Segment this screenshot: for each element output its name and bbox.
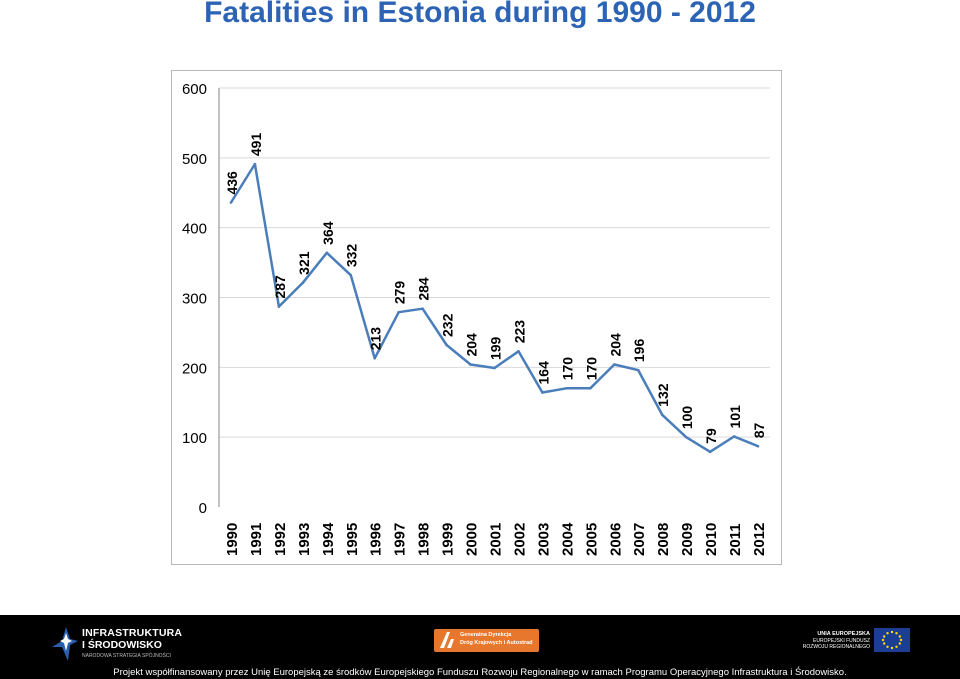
data-label: 101 — [727, 405, 743, 429]
eu-logo: UNIA EUROPEJSKA EUROPEJSKI FUNDUSZ ROZWO… — [803, 628, 910, 654]
x-tick-label: 2008 — [655, 523, 672, 556]
y-tick-label: 300 — [182, 291, 207, 308]
logo-mid-line1: Generalna Dyrekcja — [460, 632, 512, 638]
data-point — [301, 281, 305, 285]
data-point — [684, 435, 688, 439]
x-tick-label: 1995 — [344, 523, 361, 556]
eu-stars-icon — [881, 630, 903, 650]
x-tick-label: 1994 — [320, 522, 337, 556]
data-point — [349, 273, 353, 277]
x-tick-label: 2005 — [583, 523, 600, 556]
data-point — [373, 356, 377, 360]
data-label: 196 — [631, 339, 647, 363]
data-point — [517, 349, 520, 353]
data-label: 321 — [296, 251, 312, 275]
x-tick-label: 1991 — [248, 523, 265, 556]
data-label: 170 — [559, 357, 575, 381]
logo-mid-line2: Dróg Krajowych i Autostrad — [460, 640, 533, 646]
line-chart: 0 100 200 300 400 500 600 1990 1991 1992 1993 1994 1… — [182, 81, 770, 556]
data-label: 204 — [607, 333, 623, 357]
eu-flag-icon — [874, 628, 910, 652]
data-point — [493, 366, 496, 370]
x-tick-label: 2000 — [464, 523, 481, 556]
data-label: 284 — [416, 277, 432, 301]
data-label: 132 — [655, 383, 671, 407]
x-tick-label: 2003 — [535, 523, 552, 556]
x-tick-label: 1997 — [392, 523, 409, 556]
x-tick-label: 2012 — [751, 523, 768, 556]
star-icon — [52, 627, 78, 661]
data-label: 223 — [511, 320, 527, 344]
data-point — [660, 413, 664, 417]
x-tick-label: 1998 — [416, 523, 433, 556]
data-point — [469, 363, 472, 366]
data-point — [732, 435, 736, 438]
chart-area: 0 100 200 300 400 500 600 1990 1991 1992 1993 1994 1… — [171, 70, 782, 565]
x-tick-label: 2011 — [727, 523, 744, 556]
data-label: 164 — [535, 361, 551, 385]
data-label: 79 — [703, 428, 719, 444]
logo-left-line2: I ŚRODOWISKO — [82, 639, 162, 651]
road-icon — [440, 632, 454, 648]
x-tick-label: 2001 — [488, 523, 505, 556]
y-tick-label: 500 — [182, 151, 207, 168]
data-label: 491 — [248, 133, 264, 157]
data-label: 279 — [392, 281, 408, 305]
logo-right-line2: EUROPEJSKI FUNDUSZ — [813, 638, 870, 644]
data-point — [636, 368, 640, 372]
x-tick-label: 2007 — [631, 523, 648, 556]
x-tick-label: 2010 — [703, 523, 720, 556]
x-tick-label: 1996 — [368, 523, 385, 556]
data-label: 213 — [368, 327, 384, 351]
data-point — [277, 305, 281, 308]
data-label: 332 — [344, 244, 360, 268]
logo-left-line3: NARODOWA STRATEGIA SPÓJNOŚCI — [82, 653, 171, 659]
footer-bar: INFRASTRUKTURA I ŚRODOWISKO NARODOWA STR… — [0, 615, 960, 679]
data-point — [589, 386, 592, 390]
data-point — [421, 307, 424, 310]
data-point — [541, 391, 544, 394]
data-label: 170 — [583, 357, 599, 381]
data-label: 204 — [464, 333, 480, 357]
data-label: 199 — [488, 336, 504, 360]
y-tick-label: 100 — [182, 430, 207, 447]
x-tick-label: 1999 — [440, 523, 457, 556]
data-point — [565, 386, 568, 390]
data-point — [229, 201, 233, 204]
data-label: 364 — [320, 221, 336, 245]
data-label: 100 — [679, 406, 695, 430]
gddkia-logo: Generalna Dyrekcja Dróg Krajowych i Auto… — [434, 629, 539, 652]
data-point — [445, 343, 448, 347]
x-tick-label: 1990 — [224, 523, 241, 556]
infrastruktura-logo: INFRASTRUKTURA I ŚRODOWISKO NARODOWA STR… — [52, 623, 192, 663]
y-tick-label: 0 — [199, 500, 207, 517]
x-tick-label: 2006 — [607, 523, 624, 556]
logo-right-line3: ROZWOJU REGIONALNEGO — [802, 644, 870, 650]
x-tick-label: 2002 — [511, 523, 528, 556]
page-title: Fatalities in Estonia during 1990 - 2012 — [204, 0, 756, 29]
y-tick-label: 400 — [182, 221, 207, 238]
data-label: 87 — [751, 422, 767, 438]
data-point — [253, 162, 257, 166]
x-tick-label: 1993 — [296, 523, 313, 556]
data-label: 287 — [272, 275, 288, 299]
x-tick-label: 2009 — [679, 523, 696, 556]
x-tick-label: 2004 — [559, 522, 576, 556]
logo-right-line1: UNIA EUROPEJSKA — [817, 631, 870, 637]
data-point — [708, 450, 712, 454]
data-label: 232 — [440, 313, 456, 337]
logo-left-line1: INFRASTRUKTURA — [82, 627, 183, 639]
data-point — [397, 310, 400, 314]
y-tick-label: 200 — [182, 360, 207, 377]
y-tick-label: 600 — [182, 81, 207, 98]
data-point — [325, 251, 329, 255]
data-point — [756, 444, 760, 448]
data-label: 436 — [224, 171, 240, 195]
data-point — [612, 363, 616, 366]
funding-text: Projekt współfinansowany przez Unię Euro… — [113, 667, 847, 678]
x-tick-label: 1992 — [272, 523, 289, 556]
